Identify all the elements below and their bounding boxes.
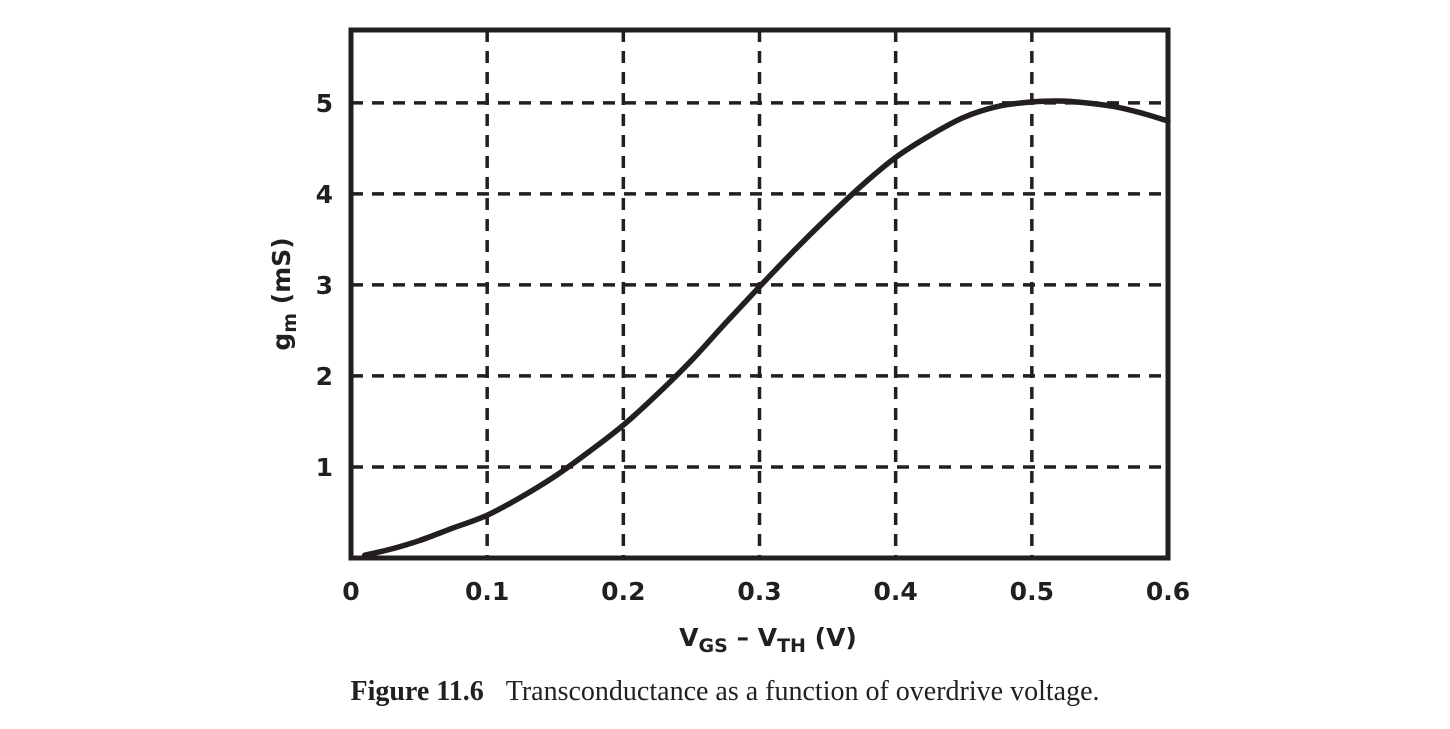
y-tick-label: 5	[316, 89, 333, 118]
caption-text: Transconductance as a function of overdr…	[505, 676, 1100, 707]
x-axis-label: VGS – VTH (V)	[679, 623, 857, 657]
y-tick-label: 3	[316, 271, 333, 300]
x-tick-label: 0.3	[737, 577, 781, 606]
grid	[351, 30, 1168, 558]
y-tick-label: 4	[316, 180, 333, 209]
x-tick-label: 0.2	[601, 577, 645, 606]
figure-caption: Figure 11.6 Transconductance as a functio…	[0, 676, 1450, 708]
y-tick-labels: 1 2 3 4 5	[316, 89, 333, 482]
plot-frame	[348, 27, 1171, 561]
y-tick-label: 1	[316, 453, 333, 482]
x-tick-label: 0.4	[874, 577, 918, 606]
gm-curve	[361, 98, 1171, 559]
x-tick-label: 0.1	[465, 577, 509, 606]
figure-number: Figure 11.6	[350, 676, 484, 707]
y-tick-label: 2	[316, 362, 333, 391]
x-tick-label: 0.6	[1146, 577, 1190, 606]
x-tick-label: 0	[342, 577, 359, 606]
curve-layer	[361, 98, 1171, 559]
x-tick-label: 0.5	[1010, 577, 1054, 606]
y-axis-label: gm (mS)	[267, 237, 301, 350]
x-tick-labels: 0 0.1 0.2 0.3 0.4 0.5 0.6	[342, 577, 1190, 606]
